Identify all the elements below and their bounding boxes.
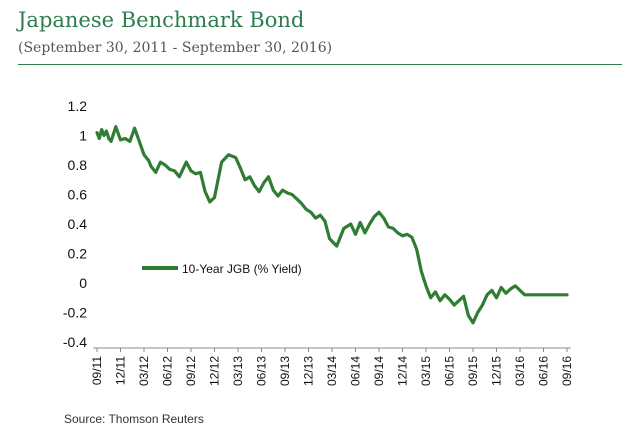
y-tick-label: 1.2 <box>68 98 88 114</box>
x-tick-label: 06/16 <box>537 356 551 386</box>
y-tick-label: 0.4 <box>68 216 88 232</box>
source-note: Source: Thomson Reuters <box>64 412 204 426</box>
x-tick-label: 09/12 <box>184 356 198 386</box>
x-tick-label: 12/15 <box>490 356 504 386</box>
x-tick-label: 09/11 <box>90 356 104 385</box>
x-tick-label: 09/13 <box>278 356 292 386</box>
y-tick-label: 0 <box>79 275 87 291</box>
x-tick-label: 03/13 <box>231 356 245 386</box>
x-tick-label: 03/14 <box>325 356 339 386</box>
x-tick-label: 12/11 <box>114 356 128 385</box>
x-tick-label: 09/16 <box>560 356 574 386</box>
x-tick-label: 03/15 <box>419 356 433 386</box>
series-layer <box>95 125 569 325</box>
legend-label: 10-Year JGB (% Yield) <box>182 262 302 276</box>
x-tick-label: 12/14 <box>396 356 410 386</box>
x-tick-label: 09/14 <box>372 356 386 386</box>
page-title: Japanese Benchmark Bond <box>18 8 305 32</box>
x-axis: 09/11 12/11 03/12 06/12 09/12 12/12 03/13 06/13… <box>90 347 574 386</box>
x-tick-label: 12/13 <box>302 356 316 386</box>
x-tick-label: 12/12 <box>208 356 222 386</box>
title-divider <box>18 64 622 65</box>
y-tick-label: 1 <box>79 128 87 144</box>
y-tick-label: 0.2 <box>68 246 88 262</box>
y-tick-label: -0.2 <box>63 305 87 321</box>
y-tick-label: 0.6 <box>68 187 88 203</box>
x-tick-label: 03/12 <box>137 356 151 386</box>
y-tick-label: -0.4 <box>63 334 87 350</box>
x-tick-label: 03/16 <box>513 356 527 386</box>
page-subtitle: (September 30, 2011 - September 30, 2016… <box>18 40 333 56</box>
x-tick-label: 09/15 <box>466 356 480 386</box>
x-tick-label: 06/13 <box>255 356 269 386</box>
x-tick-label: 06/12 <box>161 356 175 386</box>
x-tick-label: 06/15 <box>443 356 457 386</box>
x-tick-label: 06/14 <box>349 356 363 386</box>
y-axis: 1.2 1 0.8 0.6 0.4 0.2 0 -0.2 -0.4 <box>63 98 87 350</box>
series-line <box>95 125 569 325</box>
legend: 10-Year JGB (% Yield) <box>142 262 302 276</box>
y-tick-label: 0.8 <box>68 157 88 173</box>
